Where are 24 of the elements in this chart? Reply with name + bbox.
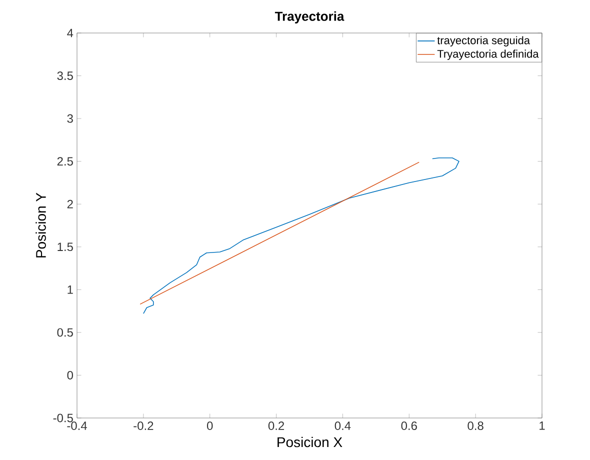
x-tick-label: 0.2 bbox=[268, 422, 284, 430]
x-tick-label: 0.4 bbox=[334, 422, 351, 430]
legend-label: trayectoria seguida bbox=[437, 36, 530, 46]
y-axis-title: Posicion Y bbox=[36, 192, 46, 258]
y-tick-label: 1.5 bbox=[58, 242, 73, 252]
x-tick-label: 0.6 bbox=[401, 422, 417, 430]
x-tick-label: 0 bbox=[206, 422, 213, 430]
y-tick-label: 4 bbox=[67, 28, 74, 38]
line-series bbox=[143, 158, 460, 314]
y-tick-label: -0.5 bbox=[53, 414, 73, 422]
x-tick-label: 1 bbox=[540, 422, 545, 430]
x-tick-label: -0.4 bbox=[67, 422, 87, 430]
y-tick-label: 0 bbox=[67, 370, 74, 380]
y-tick-label: 1 bbox=[68, 286, 73, 294]
chart-title: Trayectoria bbox=[274, 11, 344, 24]
y-tick-label: 2.5 bbox=[57, 157, 73, 166]
x-axis-title: Posicion X bbox=[278, 436, 342, 448]
y-tick-label: 0.5 bbox=[57, 328, 73, 337]
x-tick-label: -0.2 bbox=[134, 422, 154, 430]
y-tick-label: 2 bbox=[67, 200, 73, 208]
x-tick-label: 0.8 bbox=[468, 422, 484, 430]
y-tick-label: 3 bbox=[67, 114, 73, 123]
y-tick-label: 3.5 bbox=[57, 72, 73, 80]
legend-label: Tryayectoria definida bbox=[437, 50, 539, 60]
